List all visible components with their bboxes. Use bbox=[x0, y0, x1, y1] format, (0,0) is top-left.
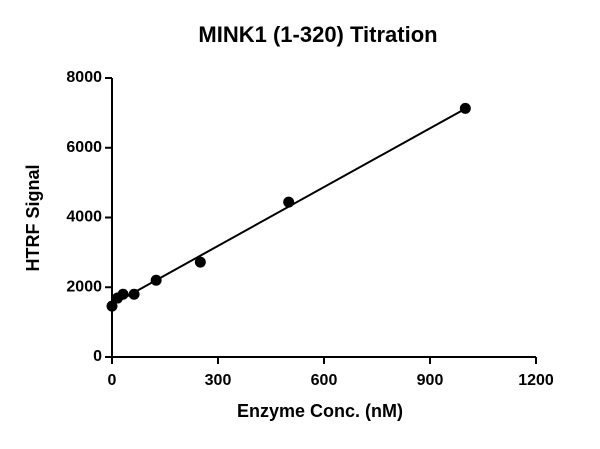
data-point bbox=[128, 288, 140, 300]
x-tick-label: 0 bbox=[108, 372, 117, 389]
data-point bbox=[150, 274, 162, 286]
x-tick-label: 1200 bbox=[518, 372, 554, 389]
data-point bbox=[194, 256, 206, 268]
data-point bbox=[459, 102, 471, 114]
data-point bbox=[106, 300, 118, 312]
y-tick-label: 8000 bbox=[66, 69, 102, 86]
data-point bbox=[117, 288, 129, 300]
x-tick-label: 300 bbox=[205, 372, 232, 389]
y-tick-label: 4000 bbox=[66, 209, 102, 226]
y-tick-label: 2000 bbox=[66, 278, 102, 295]
x-tick-label: 900 bbox=[417, 372, 444, 389]
data-point bbox=[283, 196, 295, 208]
x-axis-label: Enzyme Conc. (nM) bbox=[237, 401, 403, 421]
y-tick-label: 6000 bbox=[66, 139, 102, 156]
y-axis-label: HTRF Signal bbox=[23, 165, 43, 272]
chart-title: MINK1 (1-320) Titration bbox=[198, 22, 437, 47]
x-tick-label: 600 bbox=[311, 372, 338, 389]
y-tick-label: 0 bbox=[93, 348, 102, 365]
